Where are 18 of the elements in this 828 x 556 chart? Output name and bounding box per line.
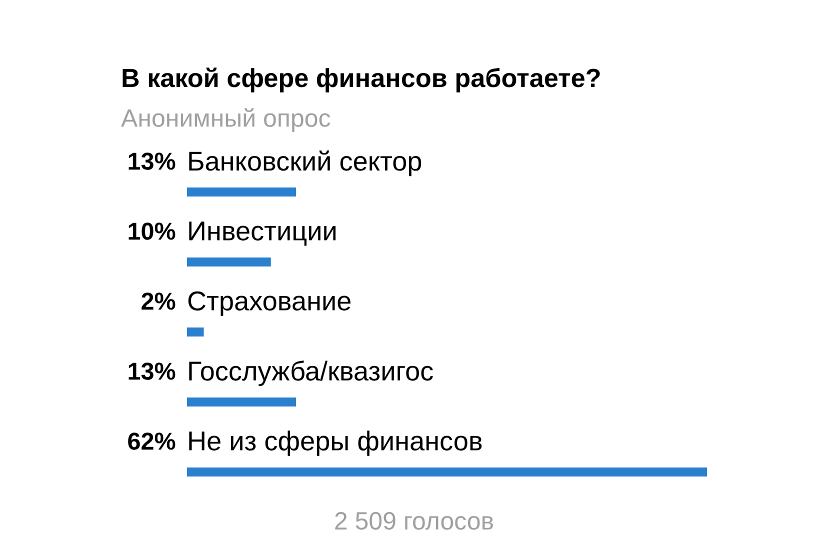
- bar: [187, 467, 707, 477]
- text: 2 509 голосов: [335, 512, 493, 530]
- data-label: 13%: [128, 152, 176, 170]
- y-tick-label: Госслужба/квазигос: [189, 360, 433, 386]
- y-tick-label: Инвестиции: [189, 222, 336, 246]
- bar: [187, 187, 296, 197]
- chart-subtitle: Анонимный опрос: [121, 108, 330, 132]
- data-label: 2%: [142, 292, 176, 310]
- chart-title: В какой сфере финансов работаете?: [122, 68, 600, 92]
- data-label: 10%: [128, 222, 176, 240]
- y-tick-label: Не из сферы финансов: [189, 430, 482, 456]
- data-label: 62%: [128, 432, 176, 450]
- y-tick-label: Банковский сектор: [189, 150, 422, 176]
- bar: [187, 257, 271, 267]
- bar: [187, 397, 296, 407]
- y-tick-label: Страхование: [188, 291, 350, 316]
- bar: [187, 327, 204, 337]
- data-label: 13%: [128, 362, 176, 380]
